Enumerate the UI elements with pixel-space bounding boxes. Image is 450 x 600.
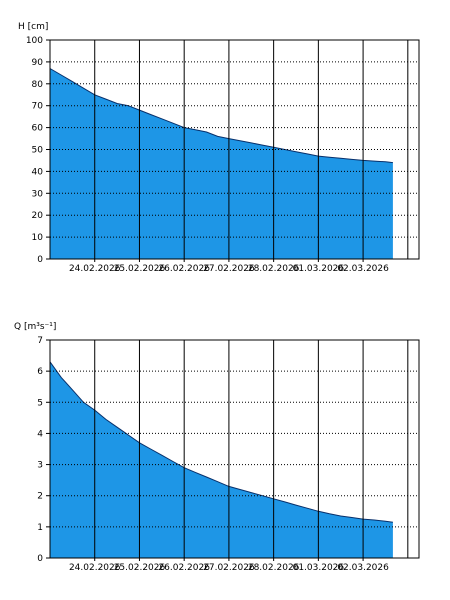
x-tick-label: 02.03.2026 <box>337 563 389 573</box>
series-area <box>50 68 393 259</box>
chart-1: 0 10 20 30 40 50 60 70 80 90 100 24.02.202625.02.20… <box>18 22 420 274</box>
x-tick-label: 24.02.2026 <box>69 563 121 573</box>
y-tick-label: 0 <box>37 554 43 564</box>
series-line <box>49 361 393 523</box>
y-tick-label: 30 <box>32 189 44 199</box>
x-tick-label: 25.02.2026 <box>114 563 166 573</box>
y-tick-label: 100 <box>26 36 43 46</box>
y-tick-label: 6 <box>37 367 43 377</box>
y-tick-label: 50 <box>32 146 44 156</box>
y-tick-label: 0 <box>37 255 43 265</box>
y-axis-label: H [cm] <box>18 22 48 32</box>
chart-2: 0 1 2 3 4 5 6 7 24.02.202625.02.202626.02.202627… <box>14 322 420 573</box>
x-tick-label: 24.02.2026 <box>69 264 121 274</box>
x-tick-label: 27.02.2026 <box>203 563 255 573</box>
plot-frame <box>49 39 420 260</box>
x-tick-label: 28.02.2026 <box>248 264 300 274</box>
x-tick-label: 27.02.2026 <box>203 264 255 274</box>
y-tick-label: 5 <box>37 398 43 408</box>
x-tick-label: 28.02.2026 <box>248 563 300 573</box>
y-tick-label: 40 <box>32 167 44 177</box>
y-tick-label: 3 <box>37 461 43 471</box>
y-tick-label: 20 <box>32 211 44 221</box>
series-line <box>49 68 393 164</box>
y-tick-label: 4 <box>37 429 43 439</box>
y-axis-label: Q [m³s⁻¹] <box>14 322 56 332</box>
y-tick-label: 10 <box>32 233 44 243</box>
y-tick-label: 2 <box>37 492 43 502</box>
x-tick-label: 26.02.2026 <box>158 264 210 274</box>
y-tick-label: 80 <box>32 80 44 90</box>
y-tick-label: 60 <box>32 124 44 134</box>
x-tick-label: 01.03.2026 <box>293 264 345 274</box>
y-tick-label: 7 <box>37 336 43 346</box>
y-tick-label: 1 <box>37 523 43 533</box>
x-tick-label: 26.02.2026 <box>158 563 210 573</box>
y-tick-label: 70 <box>32 102 44 112</box>
plot-frame <box>49 339 420 559</box>
x-tick-label: 01.03.2026 <box>293 563 345 573</box>
x-tick-label: 25.02.2026 <box>114 264 166 274</box>
x-tick-label: 02.03.2026 <box>337 264 389 274</box>
series-area <box>50 361 393 558</box>
y-tick-label: 90 <box>32 58 44 68</box>
